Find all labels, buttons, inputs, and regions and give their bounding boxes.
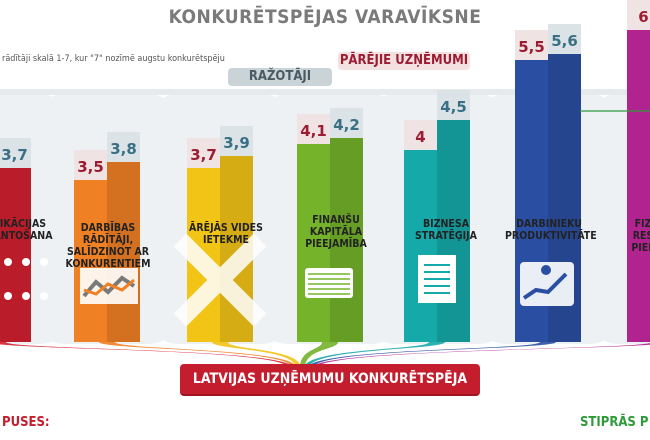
bar-producers-cap: [220, 126, 253, 156]
bar-producers: [330, 138, 363, 342]
chart-title: KONKURĒTSPĒJAS VARAVĪKSNE: [168, 6, 482, 28]
bar-producers: [0, 168, 31, 342]
value-label-others: 3,5: [77, 158, 104, 176]
weak-sides-label: PUSES:: [2, 415, 50, 430]
category-label: DARBĪBAS RĀDĪTĀJI, SALĪDZINOT AR KONKURE…: [65, 222, 151, 270]
chart-line: [83, 278, 135, 296]
bar-others-cap: [627, 0, 650, 30]
external-impact-icon: [173, 233, 267, 327]
person-icon: [4, 292, 12, 300]
chart-line: [82, 275, 136, 298]
bar-others: [297, 144, 330, 342]
category-label: DARBINIEKU PRODUKTIVITĀTE: [505, 218, 597, 242]
category-label: BIZNESA STRATĒĢIJA: [414, 218, 477, 242]
producers-group-label: RAŽOTĀJI: [228, 68, 332, 86]
value-label-producers: 3,8: [110, 140, 137, 158]
category-label: FIZ RES PIEE: [631, 218, 650, 254]
person-icon: [40, 292, 48, 300]
top-band: [0, 89, 650, 95]
funnel-stream: [304, 342, 445, 368]
strong-sides-label: STIPRĀS P: [580, 415, 649, 430]
value-label-producers: 3,7: [1, 146, 28, 164]
bar-others: [74, 180, 107, 342]
productivity-arrow: [522, 272, 568, 300]
bar-others: [627, 30, 650, 342]
value-label-others: 4,1: [300, 122, 327, 140]
category-label: FINANŠU KAPITĀLA PIEEJAMĪBA: [305, 214, 367, 250]
person-icon: [4, 258, 12, 266]
value-label-others: 5,5: [518, 38, 545, 56]
category-label: ĀRĒJĀS VIDES IETEKME: [189, 222, 263, 246]
money-icon: [305, 268, 353, 298]
person-icon: [40, 258, 48, 266]
productivity-icon: [520, 262, 574, 306]
bar-producers-cap: [548, 24, 581, 54]
bar-others-cap: [297, 114, 330, 144]
person-icon: [22, 292, 30, 300]
funnel-stream: [308, 342, 556, 368]
value-label-others: 3,7: [190, 146, 217, 164]
bar-others-cap: [404, 120, 437, 150]
others-group-label: PĀRĒJIE UZŅĒMUMI: [338, 52, 470, 70]
person-icon: [22, 258, 30, 266]
chart-subtitle: rādītāji skalā 1-7, kur "7" nozīmē augst…: [2, 54, 225, 64]
bar-producers-cap: [437, 90, 470, 120]
bar-others-cap: [515, 30, 548, 60]
value-label-producers: 3,9: [223, 134, 250, 152]
competitiveness-banner: LATVIJAS UZŅĒMUMU KONKURĒTSPĒJA: [180, 364, 480, 396]
bar-producers-cap: [107, 132, 140, 162]
value-label-others: 4: [415, 128, 425, 146]
value-label-producers: 5,6: [551, 32, 578, 50]
funnel-stream: [99, 342, 297, 368]
bar-producers-cap: [0, 138, 31, 168]
value-label-producers: 4,2: [333, 116, 360, 134]
bar-producers: [107, 162, 140, 342]
bar-producers-cap: [330, 108, 363, 138]
bar-others-cap: [74, 150, 107, 180]
bar-producers: [437, 120, 470, 342]
value-label-producers: 4,5: [440, 98, 467, 116]
category-label: IKĀCIJAS ANTOŠANA: [0, 218, 53, 242]
bar-others-cap: [187, 138, 220, 168]
person-head: [541, 265, 551, 275]
funnel-stream: [212, 342, 301, 368]
bar-others: [404, 150, 437, 342]
value-label-others: 6: [638, 8, 648, 26]
